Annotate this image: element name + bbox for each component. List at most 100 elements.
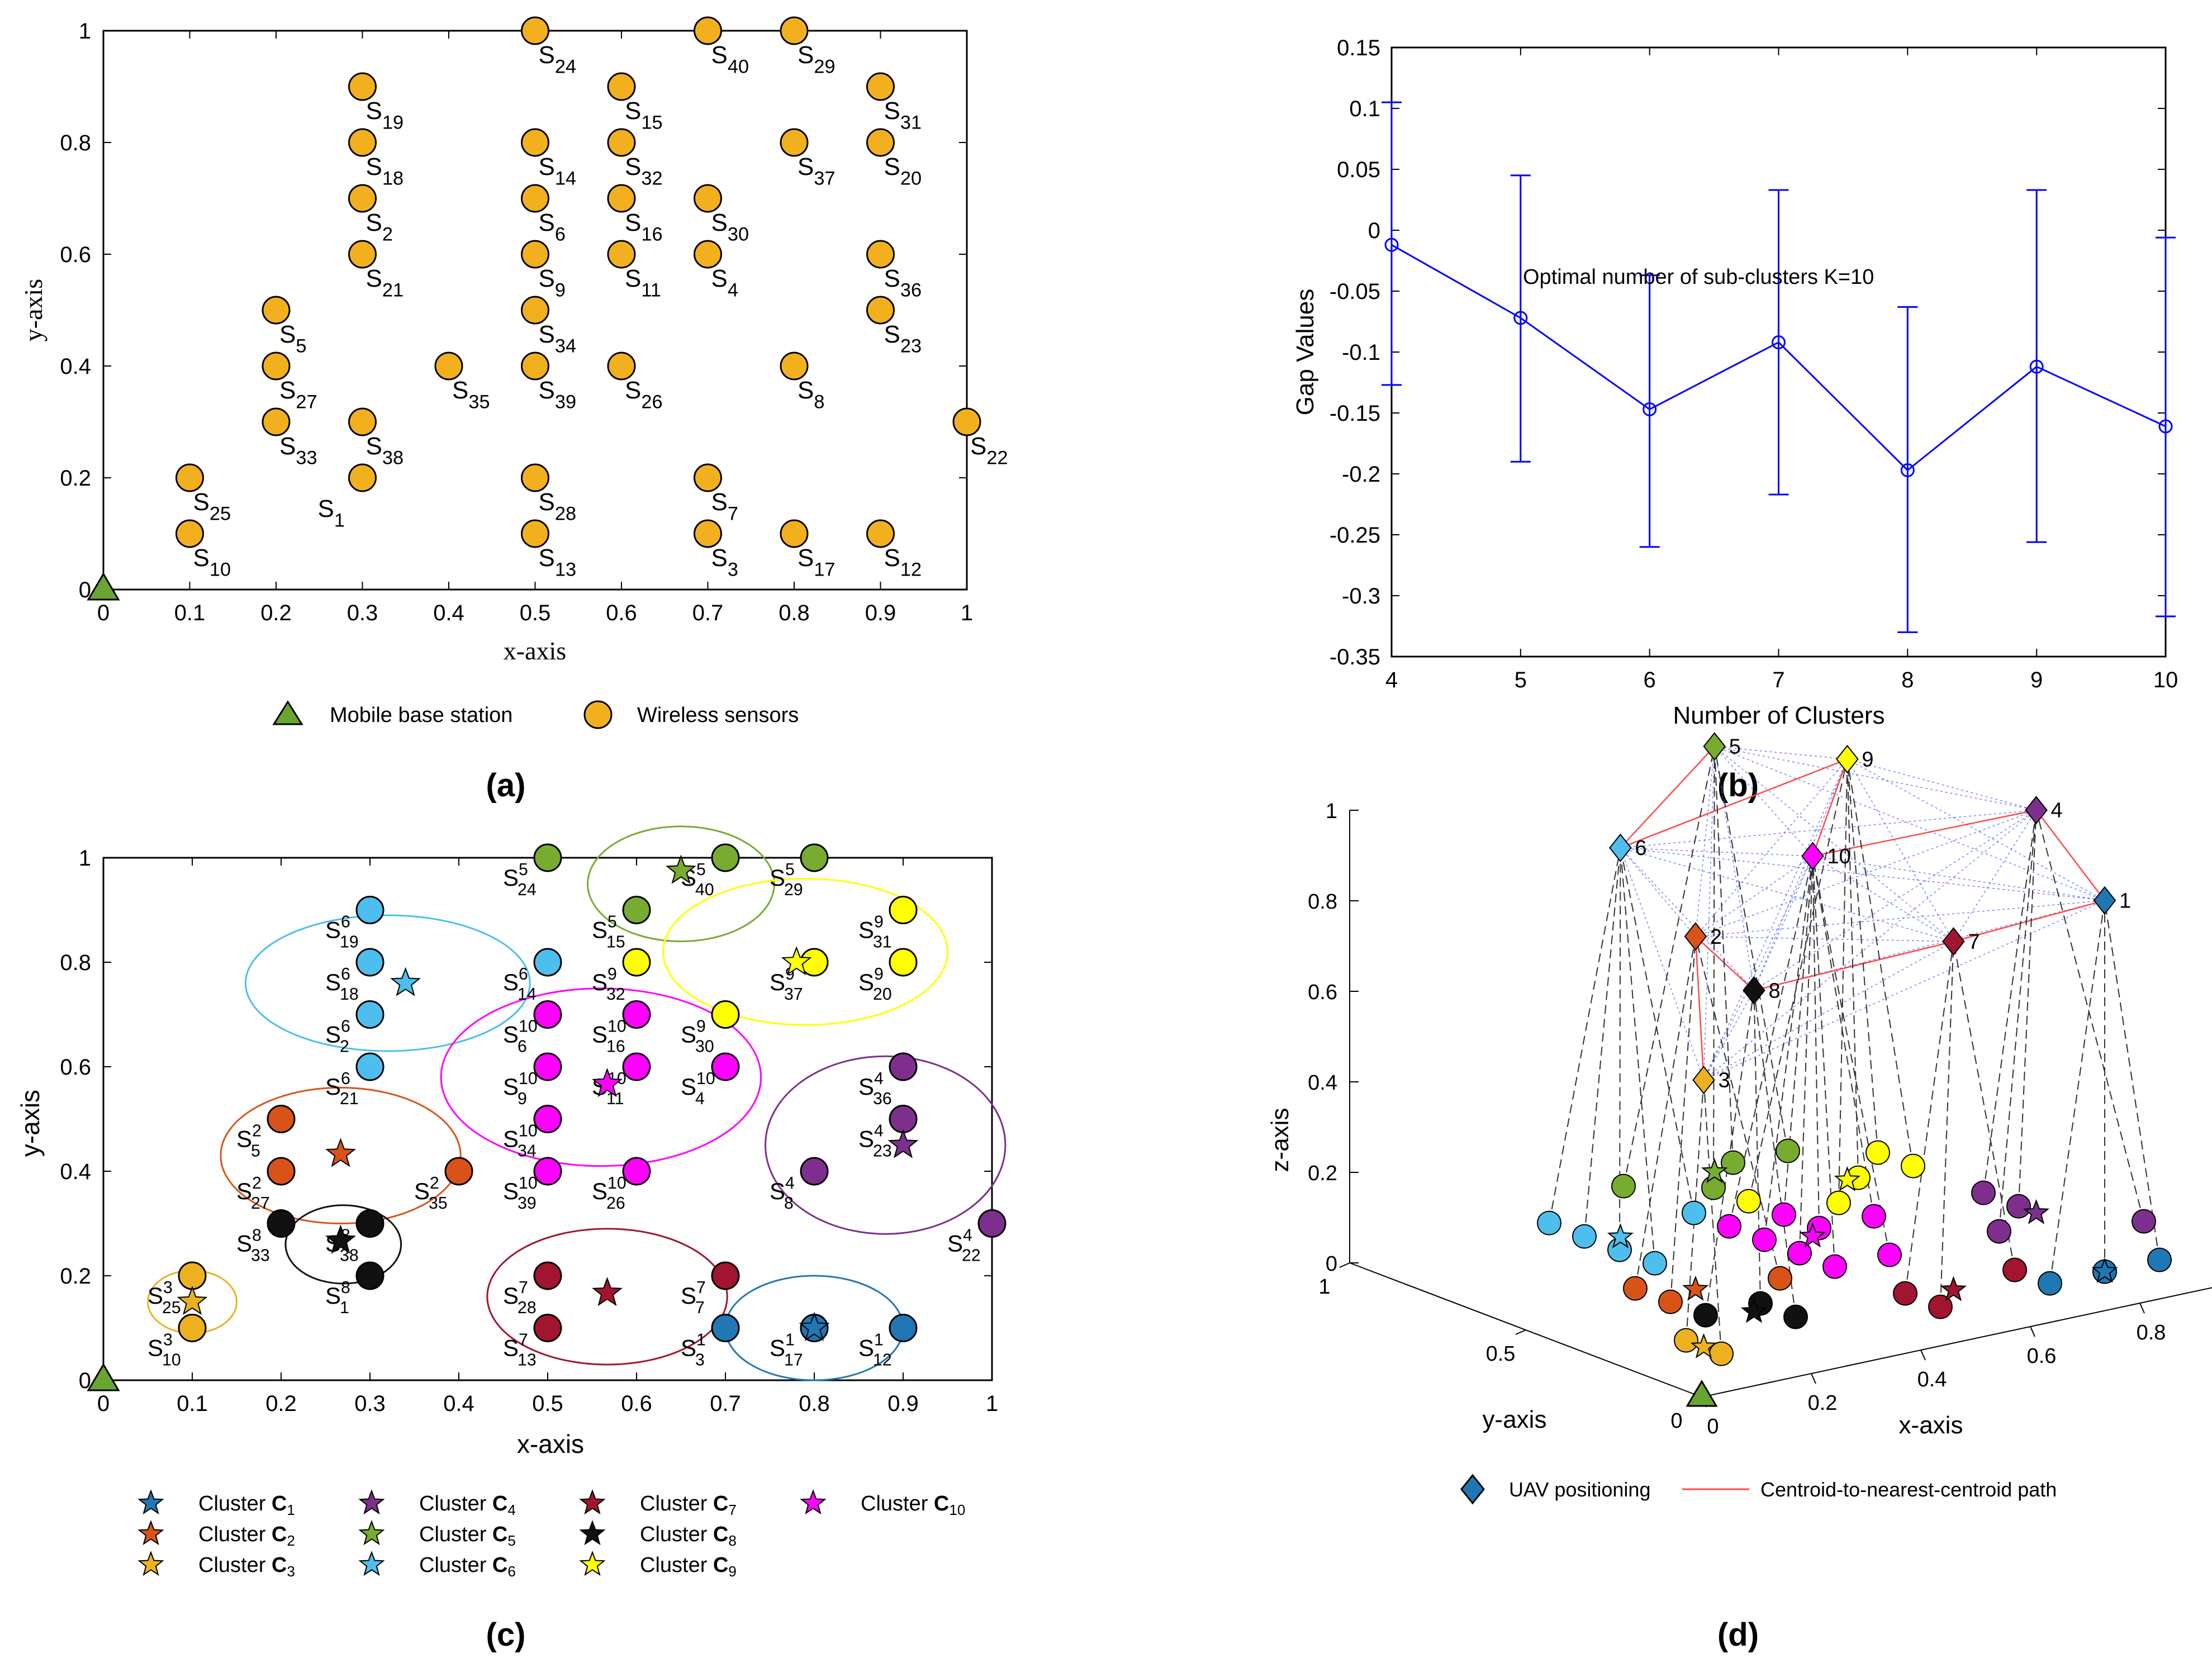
panel-b-ylabel: Gap Values [1292, 289, 1319, 416]
uav-mesh-line [1703, 746, 1715, 1080]
x-tick-label: 10 [2153, 668, 2178, 692]
uav-sensor-link [1635, 936, 1696, 1289]
sensor-marker [889, 948, 918, 977]
x-tick-label: 0.5 [532, 1391, 563, 1416]
sensor-marker [866, 240, 895, 269]
x-tick-label: 0.8 [779, 601, 810, 625]
uav-mesh-line [1714, 746, 1814, 857]
sensor-marker [348, 407, 377, 436]
ground-sensor [1717, 1214, 1741, 1239]
gap-point [1772, 335, 1786, 350]
panel-a-xlabel: x-axis [504, 636, 566, 665]
ground-sensor [1752, 1227, 1777, 1252]
ground-centroid [1701, 1158, 1728, 1184]
sensor-label: S9 31 [858, 913, 892, 952]
uav-sensor-link [1620, 848, 1655, 1263]
panel-c-caption: (c) [486, 1617, 526, 1653]
sensor-marker [348, 463, 377, 492]
sensor-marker [175, 519, 204, 548]
centroid-star [325, 1138, 357, 1167]
legend-star [800, 1489, 827, 1515]
sensor-marker [348, 240, 377, 269]
panel-b-gap-statistic: 4 5 6 7 8 9 10 -0.35 -0.3 -0.25 -0.2 -0.15 -0.1 -0.05… [1292, 36, 2178, 804]
x-tick [2030, 1326, 2035, 1337]
centroid-star [799, 1312, 830, 1341]
sensor-marker [267, 1105, 296, 1133]
sensor-marker [622, 1052, 651, 1081]
sensor-label: S13 [539, 544, 577, 581]
x-tick-label: 7 [1772, 668, 1784, 692]
sensor-marker [800, 1157, 829, 1186]
ground-sensor [1787, 1241, 1812, 1266]
panel-d-zlabel: z-axis [1266, 1108, 1294, 1172]
uav-label: 7 [1968, 930, 1980, 954]
x-tick-label: 0.2 [260, 601, 292, 625]
sensor-marker [607, 240, 636, 269]
ground-sensor [1611, 1173, 1636, 1199]
uav-label: 6 [1635, 837, 1646, 860]
y-tick-label: -0.35 [1330, 645, 1380, 669]
sensor-marker [355, 1000, 385, 1029]
panel-d-ylabel: y-axis [1483, 1406, 1547, 1433]
sensor-label: S10 6 [503, 1018, 538, 1056]
sensor-label: S9 [539, 265, 566, 301]
sensor-label: S5 29 [770, 861, 803, 899]
sensor-marker [521, 240, 549, 269]
sensor-marker [178, 1261, 207, 1290]
uav-mesh-line [1620, 809, 2037, 848]
sensor-label: S6 19 [325, 913, 359, 952]
sensor-marker [866, 519, 895, 548]
ground-centroid [1690, 1333, 1717, 1358]
sensor-label: S12 [884, 544, 922, 581]
x-tick-label: 0.4 [1917, 1368, 1947, 1391]
cluster-ellipse [662, 877, 948, 1026]
ground-centroid [1607, 1223, 1634, 1248]
base-station-marker [87, 572, 120, 601]
uav-mesh-line [1695, 746, 1715, 937]
sensor-marker [521, 519, 549, 548]
legend-sensor-label: Wireless sensors [637, 704, 799, 727]
uav-diamond [1743, 976, 1765, 1005]
sensor-marker [889, 1105, 918, 1133]
gap-point [1513, 311, 1528, 325]
sensor-marker [622, 896, 651, 924]
sensor-marker [866, 128, 895, 157]
legend-uav-label: UAV positioning [1509, 1478, 1650, 1501]
sensor-marker [262, 351, 291, 381]
uav-mesh-line [1714, 746, 1954, 942]
sensor-label: S10 [193, 544, 231, 581]
uav-label: 10 [1827, 845, 1850, 868]
x-tick-label: 0.3 [347, 601, 378, 625]
sensor-label: S39 [539, 377, 577, 413]
x-tick-label: 9 [2030, 668, 2043, 692]
sensor-label: S3 10 [148, 1331, 181, 1370]
ground-sensor [1893, 1281, 1917, 1306]
sensor-label: S10 39 [503, 1174, 538, 1213]
legend-star [579, 1551, 606, 1576]
sensor-label: S5 15 [592, 913, 625, 952]
uav-mesh-line [1703, 810, 2037, 1081]
uav-mesh-line [1620, 847, 1813, 857]
y-tick-label: 1 [79, 19, 91, 44]
ground-centroid [1940, 1276, 1967, 1301]
sensor-label: S540 [681, 861, 714, 899]
sensor-marker [780, 519, 809, 548]
sensor-label: S10 9 [503, 1070, 538, 1108]
centroid-path-line [1620, 758, 1848, 849]
sensor-marker [521, 351, 549, 381]
cluster-ellipse [587, 825, 775, 943]
ground-sensor [1623, 1276, 1648, 1301]
cluster-ellipse [244, 914, 531, 1052]
sensor-marker [355, 948, 385, 977]
centroid-star [325, 1224, 357, 1254]
ground-sensor [1877, 1242, 1902, 1267]
uav-label: 2 [1710, 925, 1722, 949]
sensor-label: S7 13 [503, 1331, 537, 1370]
uav-sensor-link [1713, 746, 1788, 1151]
y-tick-label: 0.15 [1337, 36, 1380, 60]
z-tick-label: 0.8 [1308, 890, 1337, 914]
sensor-label: S36 [884, 265, 922, 301]
sensor-marker [711, 1000, 740, 1029]
uav-mesh-line [1695, 759, 1848, 937]
base-station-marker [1686, 1380, 1718, 1407]
